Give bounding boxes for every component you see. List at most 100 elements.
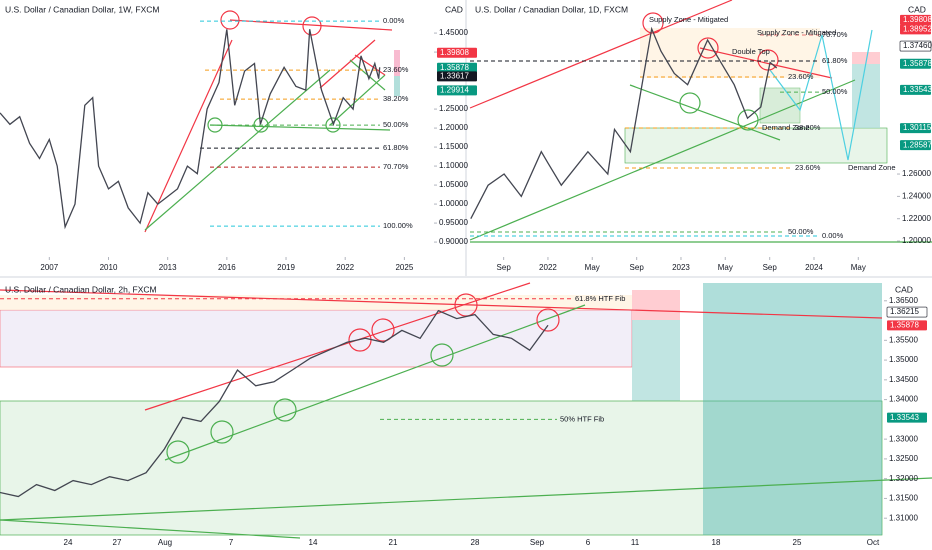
x-tick-label: 2024 [805,263,823,272]
fib-label: 38.20% [795,123,821,132]
fib-label: 0.00% [383,16,405,25]
annotation: Double Top [732,47,770,56]
price-tag [899,40,932,52]
price-tag-label: 1.36215 [890,307,919,316]
fib-label: 38.20% [383,94,409,103]
fib-label: 61.80% [383,143,409,152]
y-tick-label: 1.05000 [439,180,468,189]
x-tick-label: 2019 [277,263,295,272]
price-tag [900,14,931,25]
y-tick-label: 1.35500 [889,335,918,344]
y-tick-label: 1.45000 [439,28,468,37]
price-tag-label: 1.30115 [903,123,932,132]
y-tick-label: 1.33000 [889,434,918,443]
y-tick-label: 1.31500 [889,494,918,503]
y-tick-label: 1.34000 [889,395,918,404]
fib-label: 61.80% [822,56,848,65]
price-tag [886,306,928,318]
price-tag-label: 1.39808 [440,48,469,57]
x-tick-label: 28 [471,538,480,547]
x-tick-label: 21 [389,538,398,547]
price-tag [900,24,931,35]
price-line [470,26,778,219]
x-tick-label: 11 [631,538,640,547]
chart-title: U.S. Dollar / Canadian Dollar, 2h, FXCM [5,284,157,294]
price-tag [900,123,931,134]
x-tick-label: Aug [158,538,172,547]
price-tag-label: 1.29914 [440,86,469,95]
y-tick-label: 0.90000 [439,237,468,246]
y-tick-label: 0.95000 [439,218,468,227]
price-tag-label: 1.33543 [903,85,932,94]
y-tick-label: 1.20000 [439,123,468,132]
price-tag [437,71,477,82]
price-tag [900,140,931,151]
fib-label: 70.70% [822,30,848,39]
price-tag [900,84,931,95]
y-tick-label: 1.34500 [889,375,918,384]
price-tag-label: 1.35878 [440,63,469,72]
x-tick-label: 2022 [336,263,354,272]
price-tag-label: 1.37460 [903,41,932,50]
y-tick-label: 1.24000 [902,191,931,200]
price-line [0,309,549,498]
y-tick-label: 1.00000 [439,199,468,208]
x-tick-label: Sep [530,538,545,547]
price-tag [887,320,927,331]
x-tick-label: May [585,263,600,272]
panel: U.S. Dollar / Canadian Dollar, 1W, FXCM C… [0,4,477,272]
annotation: Demand Zone [848,163,896,172]
x-tick-label: 2010 [100,263,118,272]
currency-label: CAD [445,4,463,14]
price-tag-label: 1.38952 [903,25,932,34]
price-tag-label: 1.35878 [903,59,932,68]
y-tick-label: 1.20000 [902,236,931,245]
annotation: Supply Zone - Mitigated [649,15,728,24]
fib-label: 50.00% [383,120,409,129]
panel: U.S. Dollar / Canadian Dollar, 1D, FXCM C… [470,4,932,272]
annotation: Demand Zone [762,123,810,132]
y-tick-label: 1.32500 [889,454,918,463]
price-tag-label: 1.39808 [903,15,932,24]
x-tick-label: Sep [763,263,778,272]
x-tick-label: May [718,263,733,272]
x-tick-label: Oct [867,538,880,547]
fib-label: 61.8% HTF Fib [575,294,625,303]
chart-title: U.S. Dollar / Canadian Dollar, 1W, FXCM [5,4,159,14]
x-tick-label: 2022 [539,263,557,272]
x-tick-label: 18 [712,538,721,547]
x-tick-label: May [851,263,866,272]
y-tick-label: 1.32000 [889,474,918,483]
x-tick-label: 2007 [40,263,58,272]
fib-label: 23.60% [788,72,814,81]
fib-label: 23.60% [383,65,409,74]
price-tag [437,85,477,96]
y-tick-label: 1.31000 [889,513,918,522]
y-tick-label: 1.26000 [902,169,931,178]
drawings-2h [0,282,932,539]
x-tick-label: Sep [630,263,645,272]
fib-label: 50.00% [788,227,814,236]
y-tick-label: 1.36500 [889,296,918,305]
x-tick-label: 25 [793,538,802,547]
x-tick-label: 2025 [395,263,413,272]
drawings-weekly [144,10,400,233]
price-tag [437,47,477,58]
y-tick-label: 1.35000 [889,355,918,364]
y-tick-label: 1.25000 [439,104,468,113]
fib-label: 50% HTF Fib [560,414,604,423]
x-tick-label: 2023 [672,263,690,272]
y-tick-label: 1.10000 [439,161,468,170]
price-tag-label: 1.28587 [903,140,932,149]
x-tick-label: 2013 [159,263,177,272]
x-tick-label: 24 [64,538,73,547]
fib-label: 0.00% [822,231,844,240]
x-tick-label: 27 [113,538,122,547]
y-tick-label: 1.22000 [902,214,931,223]
x-tick-label: 6 [586,538,591,547]
annotation: Supply Zone - Mitigated [757,28,836,37]
x-tick-label: 7 [229,538,234,547]
price-tag-label: 1.35878 [890,320,919,329]
